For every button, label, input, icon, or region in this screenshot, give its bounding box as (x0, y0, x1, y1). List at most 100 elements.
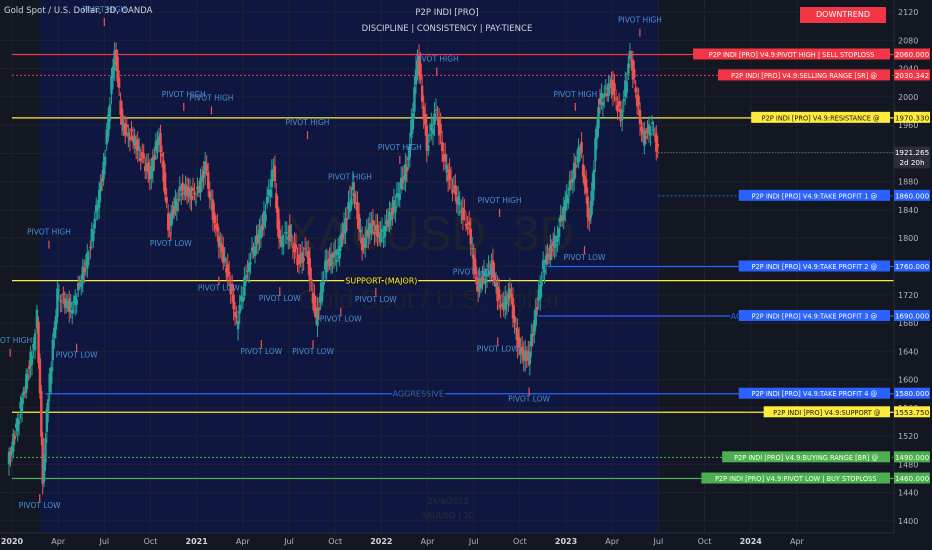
candle-body (273, 165, 277, 182)
candle-body (259, 226, 263, 239)
candle-body (174, 198, 177, 209)
candle-body (630, 59, 633, 61)
pivot-low-label: PIVOT LOW (564, 253, 606, 262)
candle-body (235, 316, 238, 318)
candle-body (272, 169, 275, 171)
candle-body (493, 273, 496, 282)
level-tag-bg (763, 406, 890, 418)
candle-body (196, 186, 199, 190)
time-tick-label: Oct (328, 537, 342, 546)
candle-body (38, 358, 42, 394)
time-tick-label: Apr (605, 537, 620, 546)
candle-body (226, 264, 229, 277)
candle-body (220, 244, 223, 252)
candle-body (571, 178, 574, 183)
candle-body (187, 187, 190, 193)
level-tags: P2P INDI [PRO] V4.9:PIVOT HIGH | SELL ST… (693, 48, 930, 484)
level-tag-bg (738, 387, 890, 399)
candle-body (219, 242, 222, 248)
candle-body (137, 146, 141, 151)
candle-body (628, 50, 632, 60)
level-tag-text: P2P INDI [PRO] V4.9:PIVOT LOW | BUY STOP… (715, 475, 877, 483)
candle-body (430, 123, 433, 131)
time-tick-label: Jul (99, 537, 110, 546)
candle-body (171, 209, 174, 219)
watermark-date: 24/6/2023 (427, 497, 468, 506)
trend-badge[interactable]: DOWNTREND (800, 7, 886, 23)
candle-body (382, 236, 385, 238)
candle-body (120, 108, 124, 125)
candle-body (258, 229, 261, 240)
candle-body (553, 235, 556, 248)
candle-body (411, 113, 415, 130)
candle-body (42, 460, 46, 482)
candle-body (527, 350, 530, 361)
candle-body (75, 299, 78, 305)
candle-body (314, 307, 318, 318)
candle-body (473, 258, 477, 275)
candle-body (159, 132, 162, 153)
candle-body (157, 136, 161, 141)
candle-body (494, 282, 498, 287)
candle-body (466, 226, 469, 230)
candle-body (619, 108, 622, 122)
time-tick-label: Oct (513, 537, 527, 546)
candle-body (185, 186, 189, 197)
candle-body (625, 81, 629, 93)
candle-body (455, 196, 458, 205)
candle-body (417, 55, 421, 76)
candle-body (608, 84, 612, 86)
candle-body (328, 258, 331, 266)
candle-body (614, 98, 618, 100)
candle-body (552, 241, 555, 247)
candle-body (437, 119, 441, 136)
candle-body (562, 206, 565, 221)
candle-body (478, 278, 481, 290)
candle-body (142, 153, 145, 159)
candle-body (401, 177, 404, 184)
last-price-value: 1921.265 (895, 148, 929, 157)
pivot-low-label: PIVOT LOW (150, 239, 192, 248)
level-value-text: 1553.750 (895, 408, 930, 417)
candle-body (117, 77, 121, 88)
candle-body (446, 174, 450, 181)
pivot-low-label: PIVOT LOW (259, 294, 301, 303)
candle-body (402, 175, 406, 181)
candle-body (507, 293, 510, 301)
price-tick-label: 2040 (898, 65, 918, 74)
pivot-high-label: PIVOT HIGH (162, 90, 206, 99)
candle-body (407, 157, 410, 160)
level-tag-text: P2P INDI [PRO] V4.9:BUYING RANGE [BR] @ (734, 454, 878, 462)
candle-body (476, 282, 480, 292)
candle-body (128, 136, 132, 141)
candle-body (383, 225, 387, 237)
time-tick-label: 2021 (186, 537, 209, 546)
candle-body (27, 366, 31, 369)
candle-body (348, 203, 352, 212)
candle-body (139, 158, 142, 162)
candle-body (181, 182, 184, 191)
candle-body (44, 438, 47, 463)
candle-body (216, 223, 219, 232)
candle-body (487, 265, 490, 267)
candle-body (296, 258, 299, 265)
candle-body (652, 129, 655, 131)
candle-body (564, 199, 567, 211)
pivot-low-label: PIVOT LOW (477, 344, 519, 353)
candle-body (213, 212, 216, 224)
candle-body (419, 63, 422, 80)
candle-body (458, 202, 461, 205)
candle-body (37, 321, 40, 363)
candle-body (265, 196, 269, 205)
candle-body (269, 189, 272, 197)
candle-body (182, 192, 186, 194)
candle-body (653, 135, 657, 137)
candle-body (163, 172, 167, 195)
candle-body (48, 373, 51, 393)
candle-body (517, 337, 521, 348)
time-tick-label: Jul (283, 537, 294, 546)
candle-body (389, 213, 393, 221)
candle-body (471, 247, 474, 249)
candle-body (63, 298, 67, 308)
candle-body (594, 138, 597, 161)
